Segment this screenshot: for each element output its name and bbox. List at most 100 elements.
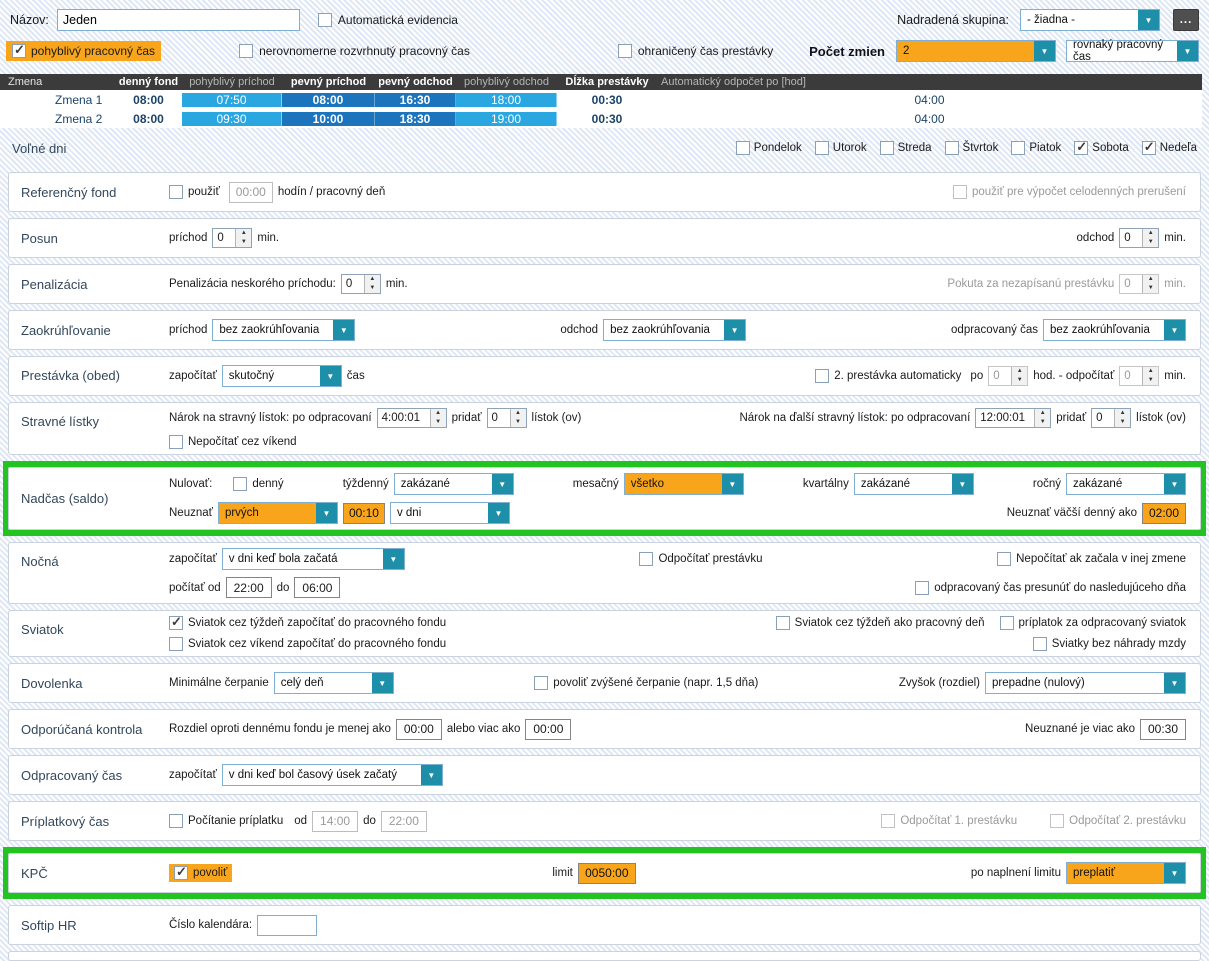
spinner-down-icon[interactable]: ▼: [1147, 239, 1154, 245]
chevron-down-icon[interactable]: ▼: [721, 474, 743, 494]
chevron-down-icon[interactable]: ▼: [1138, 10, 1159, 30]
chevron-down-icon[interactable]: ▼: [724, 320, 746, 340]
day-pondelok-checkbox[interactable]: [735, 141, 750, 155]
more-options-button[interactable]: ...: [1173, 9, 1199, 31]
zaokruhlovanie-odpracovany-dropdown[interactable]: bez zaokrúhľovania ▼: [1042, 319, 1186, 341]
chevron-down-icon[interactable]: ▼: [1164, 474, 1185, 494]
spinner-up-icon[interactable]: ▲: [435, 410, 442, 416]
posun-prichod-stepper[interactable]: 0 ▲ ▼: [212, 228, 253, 248]
posun-odchod-stepper[interactable]: 0 ▲ ▼: [1119, 228, 1160, 248]
priplatok-do-input[interactable]: 22:00: [380, 810, 427, 832]
spinner-up-icon[interactable]: ▲: [1119, 410, 1126, 416]
penalizacia-stepper[interactable]: 0 ▲ ▼: [340, 274, 381, 294]
pridat-dalsi-stepper[interactable]: 0 ▲ ▼: [1091, 408, 1132, 428]
kpc-limit-input[interactable]: 0050:00: [577, 862, 636, 884]
druha-prestavka-min-stepper[interactable]: 0 ▲ ▼: [1119, 366, 1160, 386]
kpc-povolit-checkbox[interactable]: [174, 864, 188, 880]
spinner-down-icon[interactable]: ▼: [1016, 377, 1023, 383]
chevron-down-icon[interactable]: ▼: [487, 503, 509, 523]
cislo-kalendara-input[interactable]: [257, 914, 318, 936]
neuznat-vacsi-input[interactable]: 02:00: [1142, 502, 1186, 524]
spinner-down-icon[interactable]: ▼: [240, 239, 247, 245]
nadcas-tyzdenny-dropdown[interactable]: zakázané ▼: [393, 473, 514, 495]
day-streda-checkbox[interactable]: [879, 141, 894, 155]
spinner-up-icon[interactable]: ▲: [1147, 368, 1154, 374]
chevron-down-icon[interactable]: ▼: [420, 765, 442, 785]
pouzit-prerusenia-checkbox[interactable]: [953, 185, 967, 199]
priplatok-od-input[interactable]: 14:00: [312, 810, 359, 832]
sviatok-tyzden-fond-checkbox[interactable]: [169, 614, 183, 630]
zvysok-dropdown[interactable]: prepadne (nulový) ▼: [984, 672, 1186, 694]
nulovat-denny-checkbox[interactable]: [233, 477, 248, 491]
presunut-checkbox[interactable]: [915, 580, 930, 595]
chevron-down-icon[interactable]: ▼: [1177, 41, 1198, 61]
chevron-down-icon[interactable]: ▼: [1163, 673, 1185, 693]
spinner-up-icon[interactable]: ▲: [515, 410, 521, 416]
nazov-input[interactable]: [56, 9, 300, 31]
day-utorok-checkbox[interactable]: [814, 141, 829, 155]
chevron-down-icon[interactable]: ▼: [371, 673, 393, 693]
zaokruhlovanie-prichod-dropdown[interactable]: bez zaokrúhľovania ▼: [212, 319, 356, 341]
spinner-up-icon[interactable]: ▲: [369, 276, 376, 282]
nepocitat-inej-zmene-checkbox[interactable]: [997, 552, 1012, 566]
pokuta-stepper[interactable]: 0 ▲ ▼: [1119, 274, 1160, 294]
spinner-up-icon[interactable]: ▲: [240, 230, 247, 236]
rovnaky-cas-dropdown[interactable]: rovnaký pracovný čas ▼: [1066, 39, 1199, 63]
zvysene-cerpanie-checkbox[interactable]: [534, 676, 549, 690]
neuznane-input[interactable]: 00:30: [1140, 718, 1186, 740]
sviatok-vikend-fond-checkbox[interactable]: [169, 637, 183, 651]
chevron-down-icon[interactable]: ▼: [315, 503, 337, 523]
po-naplneni-dropdown[interactable]: preplatiť ▼: [1066, 862, 1186, 884]
spinner-down-icon[interactable]: ▼: [1147, 377, 1154, 383]
nadcas-kvartalny-dropdown[interactable]: zakázané ▼: [853, 473, 974, 495]
chevron-down-icon[interactable]: ▼: [951, 474, 973, 494]
chevron-down-icon[interactable]: ▼: [1163, 320, 1185, 340]
neuznat-dropdown[interactable]: prvých ▼: [217, 502, 338, 524]
referencny-fond-input[interactable]: 00:00: [228, 181, 273, 203]
table-row[interactable]: Zmena 2 08:00 09:30 10:00 18:30 19:00 00…: [0, 109, 1202, 128]
nocna-zapocitat-dropdown[interactable]: v dni keď bola začatá ▼: [221, 548, 405, 570]
nadcas-rocny-dropdown[interactable]: zakázané ▼: [1066, 473, 1186, 495]
spinner-up-icon[interactable]: ▲: [1147, 230, 1154, 236]
chevron-down-icon[interactable]: ▼: [1034, 41, 1055, 61]
day-piatok-checkbox[interactable]: [1011, 141, 1026, 155]
chevron-down-icon[interactable]: ▼: [382, 549, 404, 569]
pocitanie-priplatku-checkbox[interactable]: [169, 814, 183, 828]
nerovnomerne-checkbox[interactable]: [239, 44, 254, 58]
druha-prestavka-po-stepper[interactable]: 0 ▲ ▼: [988, 366, 1029, 386]
chevron-down-icon[interactable]: ▼: [333, 320, 355, 340]
day-stvrtok-checkbox[interactable]: [944, 141, 959, 155]
pridat-stepper[interactable]: 0 ▲ ▼: [486, 408, 527, 428]
spinner-up-icon[interactable]: ▲: [1039, 410, 1046, 416]
nepocitat-vikend-checkbox[interactable]: [169, 435, 183, 449]
nadradena-skupina-dropdown[interactable]: - žiadna - ▼: [1020, 9, 1160, 31]
menej-ako-input[interactable]: 00:00: [395, 718, 442, 740]
nocna-do-input[interactable]: 06:00: [294, 577, 341, 598]
minimalne-cerpanie-dropdown[interactable]: celý deň ▼: [273, 672, 394, 694]
ohraniceny-checkbox[interactable]: [617, 44, 632, 58]
table-row[interactable]: Zmena 1 08:00 07:50 08:00 16:30 18:00 00…: [0, 90, 1202, 109]
prestavka-zapocitat-dropdown[interactable]: skutočný ▼: [221, 365, 342, 387]
day-nedela-checkbox[interactable]: [1141, 139, 1156, 155]
priplatok-sviatok-checkbox[interactable]: [999, 616, 1014, 630]
spinner-up-icon[interactable]: ▲: [1147, 276, 1154, 282]
neuznat-time-input[interactable]: 00:10: [342, 502, 385, 524]
auto-evidencia-checkbox[interactable]: [317, 13, 332, 27]
zaokruhlovanie-odchod-dropdown[interactable]: bez zaokrúhľovania ▼: [603, 319, 747, 341]
day-sobota-checkbox[interactable]: [1074, 139, 1089, 155]
spinner-down-icon[interactable]: ▼: [1147, 285, 1154, 291]
druha-prestavka-checkbox[interactable]: [815, 369, 830, 383]
spinner-down-icon[interactable]: ▼: [515, 419, 521, 425]
chevron-down-icon[interactable]: ▼: [319, 366, 341, 386]
pocet-zmien-dropdown[interactable]: 2 ▼: [896, 40, 1056, 62]
spinner-up-icon[interactable]: ▲: [1016, 368, 1023, 374]
pouzit-checkbox[interactable]: [169, 185, 183, 199]
narok-odpracovani-stepper[interactable]: 4:00:01 ▲ ▼: [376, 408, 447, 428]
odpracovany-zapocitat-dropdown[interactable]: v dni keď bol časový úsek začatý ▼: [221, 764, 443, 786]
spinner-down-icon[interactable]: ▼: [369, 285, 376, 291]
spinner-down-icon[interactable]: ▼: [1119, 419, 1126, 425]
spinner-down-icon[interactable]: ▼: [435, 419, 442, 425]
odpocitat-2-prestavku-checkbox[interactable]: [1050, 814, 1065, 828]
odpocitat-1-prestavku-checkbox[interactable]: [881, 814, 896, 828]
chevron-down-icon[interactable]: ▼: [1164, 863, 1185, 883]
